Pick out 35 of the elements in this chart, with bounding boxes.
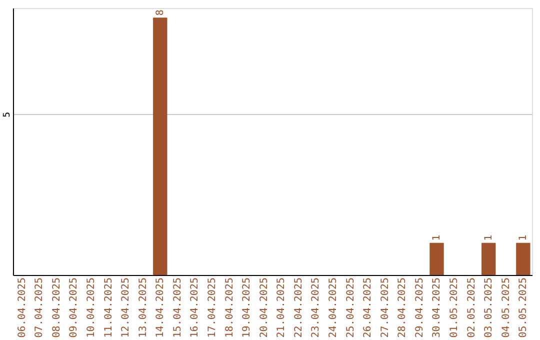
x-tick-label: 14.04.2025 [155,278,166,338]
data-label: 1 [484,234,495,241]
x-tick-label: 11.04.2025 [103,278,114,338]
x-tick-label: 05.05.2025 [518,278,530,338]
data-label: 8 [155,10,166,16]
x-tick-label: 12.04.2025 [120,278,132,338]
x-tick-label: 23.04.2025 [310,278,322,338]
x-tick-label: 17.04.2025 [206,278,218,338]
x-tick-label: 21.04.2025 [276,278,288,338]
x-tick-label: 19.04.2025 [242,278,253,338]
x-tick-label: 18.04.2025 [224,278,236,338]
x-tick-label: 02.05.2025 [466,278,478,338]
x-tick-label: 29.04.2025 [414,278,426,338]
x-tick-label: 04.05.2025 [500,278,512,338]
x-tick-label: 20.04.2025 [258,278,270,338]
x-tick-label: 08.04.2025 [51,278,62,338]
x-tick-label: 25.04.2025 [345,278,356,338]
x-tick-label: 24.04.2025 [328,278,340,338]
x-tick-label: 07.04.2025 [34,278,46,338]
x-tick-label: 15.04.2025 [172,278,184,338]
x-tick-label: 13.04.2025 [138,278,149,338]
x-tick-label: 30.04.2025 [432,278,443,338]
y-tick-label: 5 [2,112,12,118]
x-tick-label: 01.05.2025 [449,278,460,338]
x-tick-label: 06.04.2025 [16,278,28,338]
x-tick-label: 10.04.2025 [86,278,97,338]
data-label: 1 [432,234,443,241]
x-tick-label: 26.04.2025 [362,278,374,338]
x-tick-label: 09.04.2025 [68,278,80,338]
x-tick-label: 27.04.2025 [380,278,391,338]
x-tick-label: 03.05.2025 [484,278,495,338]
data-label: 1 [518,234,530,241]
x-tick-label: 16.04.2025 [190,278,201,338]
x-tick-label: 28.04.2025 [397,278,408,338]
x-tick-label: 22.04.2025 [293,278,304,338]
